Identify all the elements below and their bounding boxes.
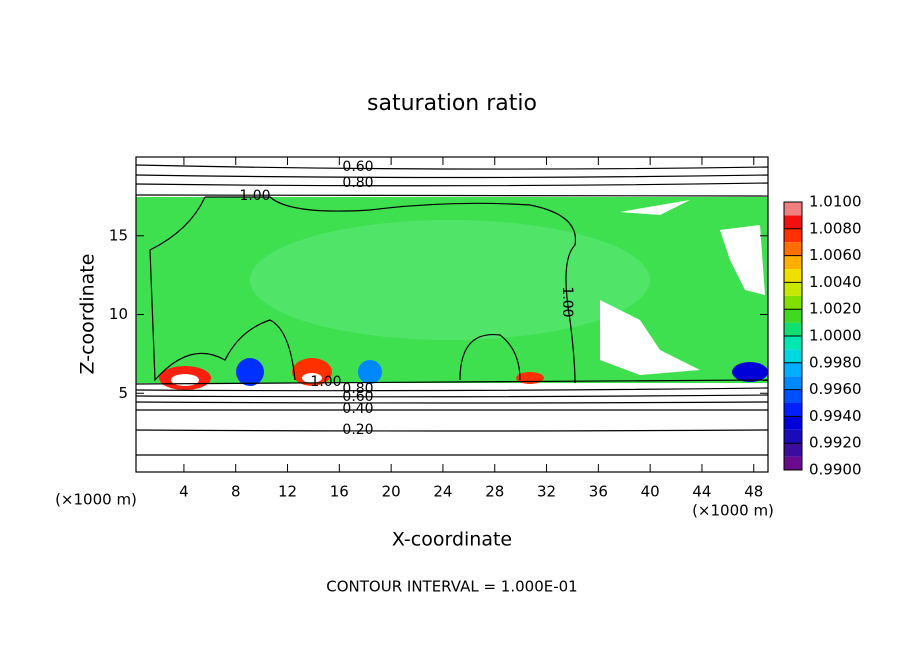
colorbar-tick-label: 1.0020 (809, 300, 862, 318)
y-tick-label: 15 (109, 226, 128, 244)
x-tick-label: 32 (537, 483, 556, 501)
colorbar-segment (784, 269, 802, 283)
contour-labels: 0.60 0.80 1.00 1.00 1.00 0.20 0.40 0.60 … (239, 159, 575, 438)
colorbar-segment (784, 362, 802, 377)
field-region (236, 358, 264, 386)
colorbar-tick-label: 0.9900 (809, 461, 862, 479)
footer-note: CONTOUR INTERVAL = 1.000E-01 (326, 578, 577, 596)
x-tick-label: 4 (179, 483, 189, 501)
contours (135, 164, 769, 456)
colorbar-segment (784, 336, 802, 350)
colorbar-tick-label: 0.9920 (809, 434, 862, 452)
x-tick-label: 28 (485, 483, 504, 501)
x-tick-label: 40 (641, 483, 660, 501)
colorbar-segment (784, 282, 802, 296)
contour-line (135, 401, 769, 404)
colorbar-segment (784, 202, 802, 216)
contour-label: 0.80 (342, 175, 373, 191)
field-region (600, 300, 700, 375)
colorbar-segment (784, 429, 802, 444)
contour-label: 0.60 (342, 159, 373, 175)
field (136, 197, 768, 390)
contour-label: 1.00 (559, 286, 575, 317)
x-tick-label: 12 (278, 483, 297, 501)
colorbar-segment (784, 322, 802, 336)
contour-label: 1.00 (310, 374, 341, 390)
x-unit-label: (×1000 m) (692, 502, 774, 520)
contour-label: 0.20 (342, 422, 373, 438)
colorbar-tick-label: 0.9960 (809, 380, 862, 398)
contour-line (135, 429, 769, 432)
contour-line (135, 387, 769, 392)
colorbar-segment (784, 228, 802, 243)
colorbar-tick-label: 0.9940 (809, 407, 862, 425)
contour-line (135, 194, 769, 197)
colorbar-segment (784, 403, 802, 417)
colorbar-segment (784, 416, 802, 430)
colorbar-tick-label: 1.0060 (809, 246, 862, 264)
field-region (358, 360, 382, 384)
colorbar-segment (784, 376, 802, 390)
contour-line (135, 182, 769, 187)
colorbar-segment (784, 309, 802, 323)
contour-line (135, 164, 769, 170)
contour-line (149, 196, 521, 382)
colorbar-tick-label: 1.0100 (809, 193, 862, 211)
contour-label: 0.60 (342, 389, 373, 405)
colorbar-segment (784, 349, 802, 363)
contour-line (135, 394, 769, 398)
contour-label: 0.80 (342, 381, 373, 397)
chart-title: saturation ratio (367, 91, 537, 116)
contour-line (135, 174, 769, 179)
colorbar-tick-label: 1.0000 (809, 327, 862, 345)
x-tick-label: 48 (744, 483, 763, 501)
contour-label: 1.00 (239, 188, 270, 204)
contour-line (135, 379, 769, 385)
colorbar-segment (784, 389, 802, 403)
field-region (171, 374, 199, 386)
field-region (302, 373, 322, 383)
x-tick-label: 16 (330, 483, 349, 501)
y-tick-label: 10 (109, 305, 128, 323)
colorbar-segment (784, 456, 802, 470)
x-unit-label: (×1000 m) (55, 491, 137, 509)
colorbar-tick-label: 1.0040 (809, 273, 862, 291)
x-tick-label: 44 (692, 483, 711, 501)
field-region (620, 200, 690, 215)
field-region (732, 362, 768, 382)
field-region (720, 225, 765, 295)
contour-line (205, 196, 577, 384)
colorbar-tick-label: 1.0080 (809, 219, 862, 237)
field-region (292, 358, 332, 386)
colorbar-segment (784, 215, 802, 229)
colorbar-segment (784, 443, 802, 457)
x-tick-label: 8 (231, 483, 241, 501)
colorbar-segment (784, 255, 802, 269)
colorbar-segment (784, 295, 802, 310)
x-tick-label: 24 (433, 483, 452, 501)
colorbar-segment (784, 242, 802, 256)
y-tick-label: 5 (118, 384, 128, 402)
x-axis-label: X-coordinate (392, 529, 512, 551)
field-region (250, 220, 650, 340)
x-tick-label: 20 (382, 483, 401, 501)
colorbar-tick-label: 0.9980 (809, 353, 862, 371)
contour-label: 0.40 (342, 401, 373, 417)
y-axis-label: Z-coordinate (77, 254, 99, 375)
x-tick-label: 36 (589, 483, 608, 501)
